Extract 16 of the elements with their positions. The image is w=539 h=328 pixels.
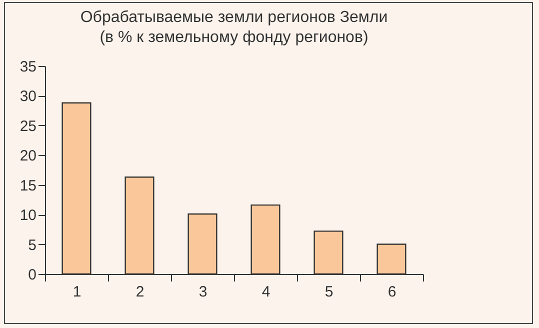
x-tick-label: 3	[198, 284, 208, 300]
y-tick-label: 5	[28, 236, 36, 254]
y-tick-label: 0	[28, 266, 36, 284]
y-tick-label: 30	[20, 88, 36, 106]
x-tick-label: 1	[72, 284, 82, 300]
y-tick-label: 35	[20, 58, 36, 76]
y-tick-label: 20	[20, 148, 36, 165]
text: Обрабатываемые земли регионов Земли	[80, 9, 388, 26]
x-tick-label: 2	[136, 284, 144, 300]
text: (в % к земельному фонду регионов)	[100, 29, 368, 46]
x-tick-label: 4	[262, 284, 270, 300]
y-tick-label: 25	[20, 118, 36, 135]
y-tick-label: 10	[20, 207, 36, 224]
y-tick-label: 15	[20, 177, 36, 194]
x-tick-label: 6	[388, 284, 396, 300]
x-tick-label: 5	[324, 284, 334, 300]
